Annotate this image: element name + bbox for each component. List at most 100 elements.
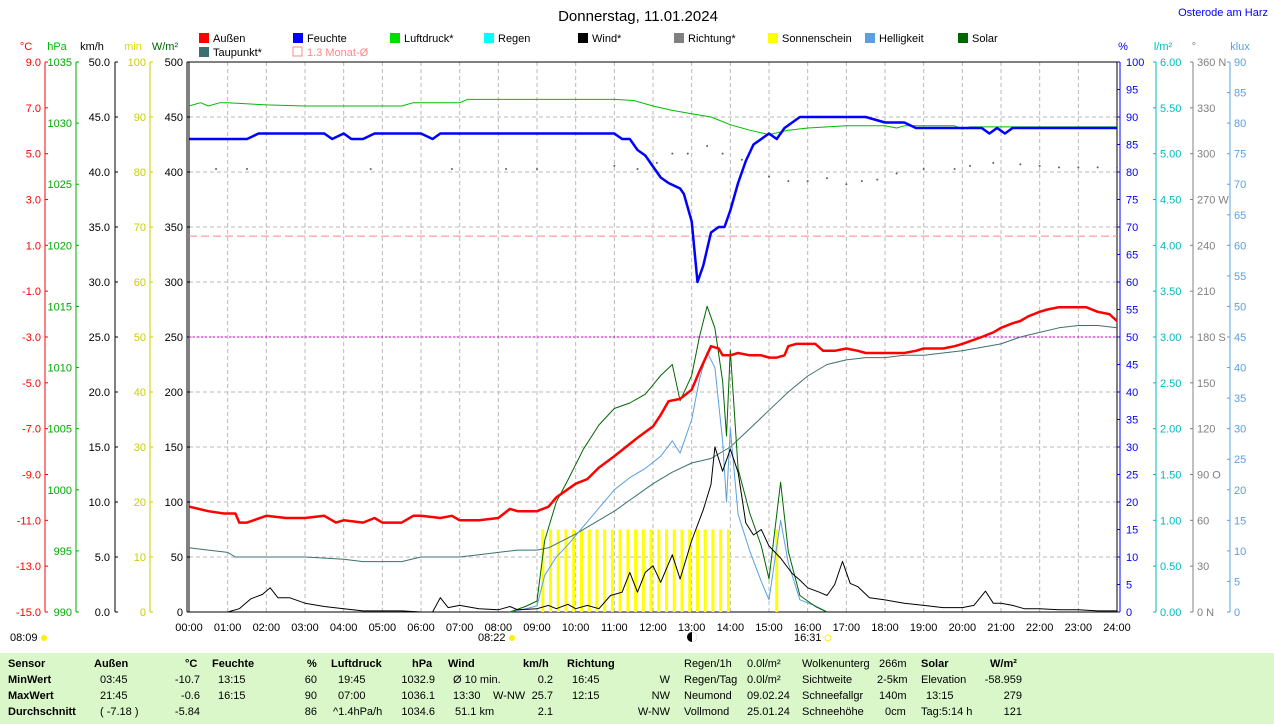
wind-max-value: 25.7	[531, 690, 553, 702]
tick-label-pressure_ticks-4: 1015	[48, 301, 72, 313]
tick-label-pressure_ticks-0: 1035	[48, 57, 72, 69]
direction-point-25	[992, 161, 995, 164]
last-sun-marker	[824, 634, 832, 642]
tick-label-lux_ticks-10: 40	[1234, 363, 1246, 375]
tick-label-lux_ticks-5: 65	[1234, 210, 1246, 222]
direction-point-30	[1096, 166, 1099, 169]
tick-label-lux_ticks-15: 15	[1234, 515, 1246, 527]
tick-label-rain_ticks-9: 1.50	[1160, 470, 1181, 482]
brightness-line	[509, 351, 828, 613]
tick-label-rain_ticks-1: 5.50	[1160, 103, 1181, 115]
time-tick-24: 24:00	[1103, 622, 1131, 634]
hdr-luftdruck: Luftdruck	[331, 658, 382, 670]
tick-label-wind_ticks-3: 35.0	[89, 222, 110, 234]
legend-swatch-2	[390, 33, 400, 43]
tick-label-wind_ticks-5: 25.0	[89, 332, 110, 344]
legend-item-8: Solar	[958, 33, 998, 45]
legend-swatch-8	[958, 33, 968, 43]
wind-avg10-label: Ø 10 min.	[453, 674, 501, 686]
luftdruck-avg-value: 1034.6	[401, 706, 435, 718]
sun-duration-label: Tag:5:14 h	[921, 706, 973, 718]
dewpoint-line	[188, 325, 1118, 563]
tick-label-lux_ticks-1: 85	[1234, 88, 1246, 100]
direction-point-19	[860, 180, 863, 183]
direction-point-22	[922, 167, 925, 170]
sunshine-bar-8	[603, 529, 607, 612]
tick-label-wind_ticks-4: 30.0	[89, 277, 110, 289]
tick-label-sunmin_ticks-9: 10	[134, 552, 146, 564]
tick-label-temp_ticks-1: 7.0	[26, 103, 41, 115]
tick-label-solar_ticks-0: 500	[165, 57, 183, 69]
legend-label-3: Regen	[498, 33, 530, 45]
hdr-richtung: Richtung	[567, 658, 615, 670]
tick-label-solar_ticks-10: 0	[177, 607, 183, 619]
tick-label-lux_ticks-2: 80	[1234, 118, 1246, 130]
sunshine-bar-18	[680, 529, 684, 612]
sunshine-bar-20	[695, 529, 699, 612]
axis-unit-4: W/m²	[152, 41, 179, 53]
tick-label-pressure_ticks-6: 1005	[48, 424, 72, 436]
tick-label-humidity_ticks-18: 10	[1126, 552, 1138, 564]
aussen-min-time: 03:45	[100, 674, 128, 686]
tick-label-lux_ticks-12: 30	[1234, 424, 1246, 436]
tick-label-lux_ticks-9: 45	[1234, 332, 1246, 344]
legend-swatch-4	[578, 33, 588, 43]
time-tick-12: 12:00	[639, 622, 667, 634]
solar-avg-value: 121	[1003, 706, 1022, 718]
aussen-avg-value: -5.84	[174, 706, 200, 718]
humidity-line	[189, 115, 1117, 284]
axis-units: °C hPa km/h min W/m²% l/m² ° klux	[20, 41, 1250, 53]
elevation-label: Elevation	[921, 674, 967, 686]
tick-label-wind_ticks-2: 40.0	[89, 167, 110, 179]
tick-label-wind_ticks-8: 10.0	[89, 497, 110, 509]
tick-label-rain_ticks-3: 4.50	[1160, 195, 1181, 207]
time-tick-10: 10:00	[562, 622, 590, 634]
tick-label-sunmin_ticks-0: 100	[128, 57, 146, 69]
weather-chart: Donnerstag, 11.01.2024 Osterode am Harz …	[10, 7, 1268, 644]
tick-label-direction_ticks-4: 240	[1197, 240, 1215, 252]
pressure-line	[188, 98, 1117, 136]
tick-label-lux_ticks-4: 70	[1234, 179, 1246, 191]
axis-unit-5: %	[1118, 41, 1128, 53]
tick-label-solar_ticks-6: 200	[165, 387, 183, 399]
direction-point-31	[1116, 166, 1118, 169]
sunshine-bar-11	[626, 529, 630, 612]
time-tick-19: 19:00	[910, 622, 938, 634]
direction-point-14	[768, 175, 770, 178]
tick-label-temp_ticks-11: -13.0	[16, 561, 41, 573]
tick-label-lux_ticks-14: 20	[1234, 485, 1246, 497]
tick-label-lux_ticks-0: 90	[1234, 57, 1246, 69]
direction-point-17	[826, 177, 828, 180]
hdr-solar: Solar	[921, 658, 949, 670]
time-tick-7: 07:00	[446, 622, 474, 634]
luftdruck-trend: ^1.4hPa/h	[333, 706, 383, 718]
tick-label-temp_ticks-2: 5.0	[26, 149, 41, 161]
time-tick-0: 00:00	[175, 622, 203, 634]
tick-label-direction_ticks-0: 360 N	[1197, 57, 1226, 69]
hdr-feuchte-unit: %	[307, 658, 317, 670]
first-sun-marker	[509, 635, 515, 641]
sunshine-bar-6	[587, 529, 591, 612]
tick-label-humidity_ticks-16: 20	[1126, 497, 1138, 509]
legend-swatch-5	[674, 33, 684, 43]
legend-item-5: Richtung*	[674, 33, 736, 45]
schneehoehe-label: Schneehöhe	[802, 706, 864, 718]
tick-label-wind_ticks-1: 45.0	[89, 112, 110, 124]
sunshine-bar-22	[711, 529, 715, 612]
tick-label-humidity_ticks-6: 70	[1126, 222, 1138, 234]
direction-point-16	[806, 180, 809, 183]
tick-label-humidity_ticks-10: 50	[1126, 332, 1138, 344]
time-tick-3: 03:00	[291, 622, 319, 634]
axes: 9.0 7.0 5.0 3.0 1.0 -1.0 -3.0 -5.0 -7.0 -9.0 -11.0…	[16, 57, 1246, 634]
direction-point-28	[1058, 166, 1060, 169]
time-tick-16: 16:00	[794, 622, 822, 634]
tick-label-solar_ticks-1: 450	[165, 112, 183, 124]
tick-label-sunmin_ticks-4: 60	[134, 277, 146, 289]
direction-point-24	[969, 164, 972, 167]
chart-title: Donnerstag, 11.01.2024	[558, 8, 718, 25]
richtung-r2-time: 12:15	[572, 690, 600, 702]
tick-label-solar_ticks-2: 400	[165, 167, 183, 179]
tick-label-humidity_ticks-15: 25	[1126, 470, 1138, 482]
tick-label-temp_ticks-3: 3.0	[26, 195, 41, 207]
tick-label-rain_ticks-12: 0.00	[1160, 607, 1181, 619]
